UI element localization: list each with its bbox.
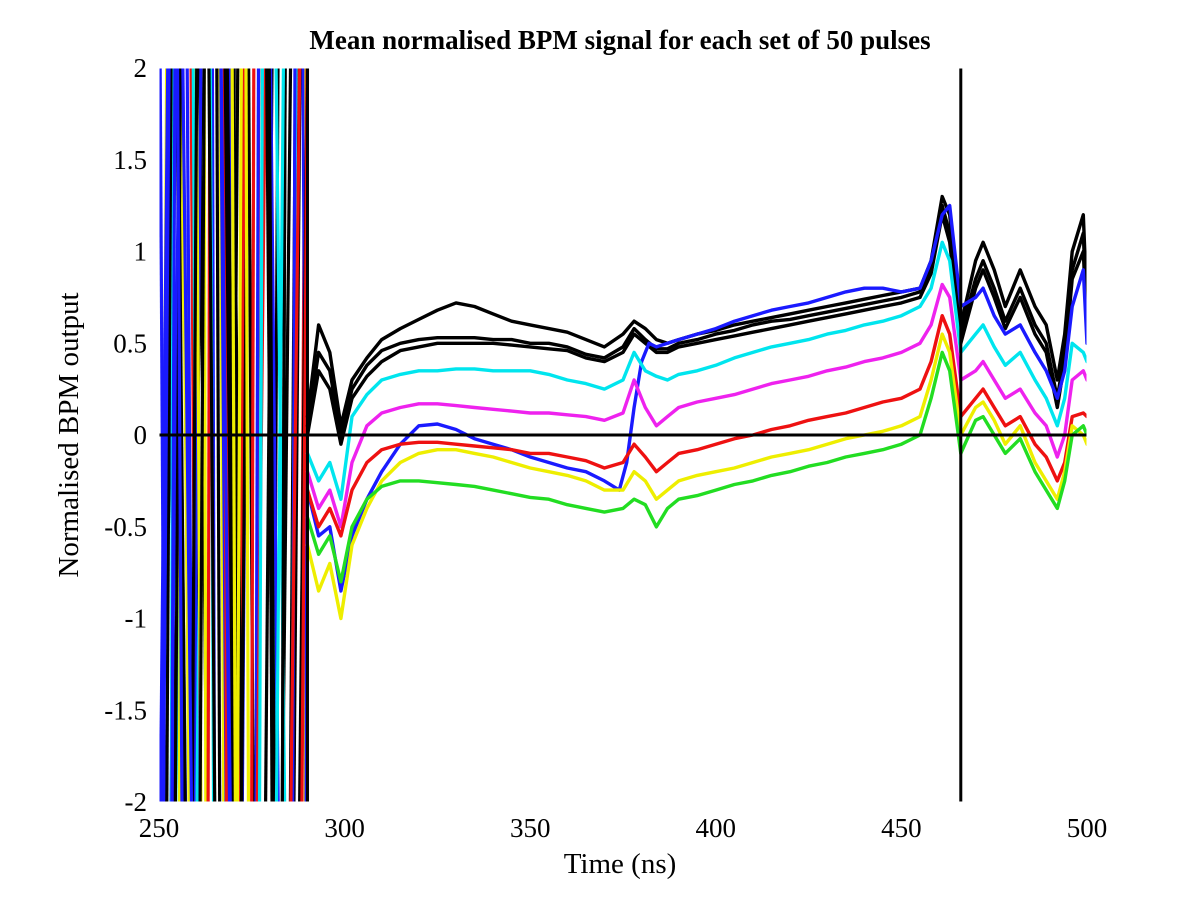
x-tick-label: 350 [510,813,551,843]
x-axis-label: Time (ns) [564,848,677,880]
y-tick-label: 2 [134,53,148,83]
y-tick-label: 0.5 [113,328,147,358]
series-group [305,194,1087,621]
y-tick-label: 1.5 [113,145,147,175]
x-tick-label: 450 [881,813,922,843]
x-tick-label: 300 [324,813,365,843]
series-line-6 [305,282,1087,529]
series-line-4 [305,203,1087,593]
y-tick-label: -1.5 [104,695,147,725]
x-tick-labels: 250 300 350 400 450 500 [139,813,1108,843]
chart-title: Mean normalised BPM signal for each set … [309,25,930,55]
x-tick-label: 400 [696,813,737,843]
y-axis-label: Normalised BPM output [53,292,85,577]
series-line-8 [305,332,1087,621]
y-tick-label: -2 [125,787,148,817]
y-tick-label: -1 [125,604,148,634]
y-tick-label: 1 [134,237,148,267]
y-tick-label: 0 [134,420,148,450]
reference-lines [159,68,1087,802]
series-line-1 [305,194,1087,428]
series-line-5 [305,240,1087,501]
series-line-3 [305,213,1087,446]
series-line-7 [305,314,1087,538]
x-tick-label: 500 [1067,813,1108,843]
series-line-2 [305,203,1087,437]
y-tick-labels: -2 -1.5 -1 -0.5 0 0.5 1 1.5 2 [104,53,147,817]
x-tick-label: 250 [139,813,180,843]
y-tick-label: -0.5 [104,512,147,542]
series-line-9 [305,350,1087,584]
plot-area [158,67,1088,803]
